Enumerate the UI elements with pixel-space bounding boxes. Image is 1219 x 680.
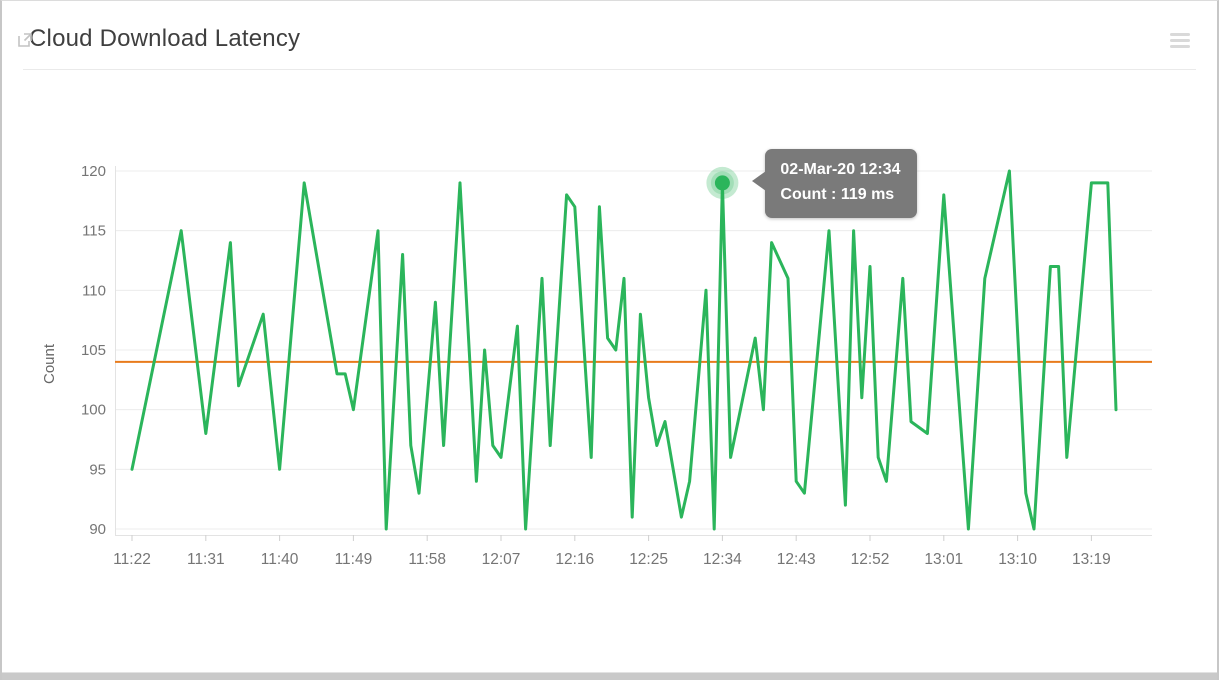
y-tick-label: 105 <box>81 342 106 359</box>
tooltip-arrow <box>752 170 767 191</box>
page-edge <box>2 672 1217 680</box>
x-tick-label: 11:49 <box>335 551 373 568</box>
x-tick-label: 12:07 <box>482 551 521 568</box>
x-tick-label: 12:43 <box>777 551 816 568</box>
x-tick-label: 13:19 <box>1072 551 1111 568</box>
x-tick-label: 13:01 <box>924 551 963 568</box>
page-title: Cloud Download Latency <box>29 25 301 52</box>
y-tick-label: 100 <box>81 402 106 419</box>
highlighted-data-point[interactable] <box>714 175 730 191</box>
y-tick-label: 95 <box>89 461 106 478</box>
x-tick-label: 12:52 <box>851 551 890 568</box>
y-tick-label: 120 <box>81 163 106 180</box>
x-tick-label: 11:58 <box>408 551 446 568</box>
tooltip: 02-Mar-20 12:34 Count : 119 ms <box>752 148 918 218</box>
series-line <box>130 169 1118 531</box>
x-tick-label: 12:25 <box>629 551 668 568</box>
y-axis-title: Count <box>41 343 58 384</box>
header-divider <box>23 69 1196 70</box>
x-tick-label: 11:31 <box>187 551 225 568</box>
tooltip-timestamp: 02-Mar-20 12:34 <box>780 160 901 178</box>
x-tick-label: 12:34 <box>703 551 742 568</box>
latency-line-chart[interactable]: 90 95 100 105 110 115 120 11:22 11:31 11:40 11:49 1… <box>2 70 1219 674</box>
x-tick-label: 11:22 <box>113 551 151 568</box>
widget-header: Cloud Download Latency <box>2 1 1217 70</box>
chart-area: 90 95 100 105 110 115 120 11:22 11:31 11:40 11:49 1… <box>2 70 1217 673</box>
x-tick-label: 13:10 <box>998 551 1037 568</box>
tooltip-value: Count : 119 ms <box>780 185 895 203</box>
hamburger-menu-icon[interactable] <box>1170 33 1190 51</box>
y-tick-label: 90 <box>89 521 106 538</box>
open-in-new-icon[interactable] <box>16 31 34 54</box>
x-tick-label: 12:16 <box>555 551 594 568</box>
y-tick-label: 110 <box>82 282 106 299</box>
x-tick-label: 11:40 <box>261 551 299 568</box>
y-tick-label: 115 <box>82 223 106 240</box>
